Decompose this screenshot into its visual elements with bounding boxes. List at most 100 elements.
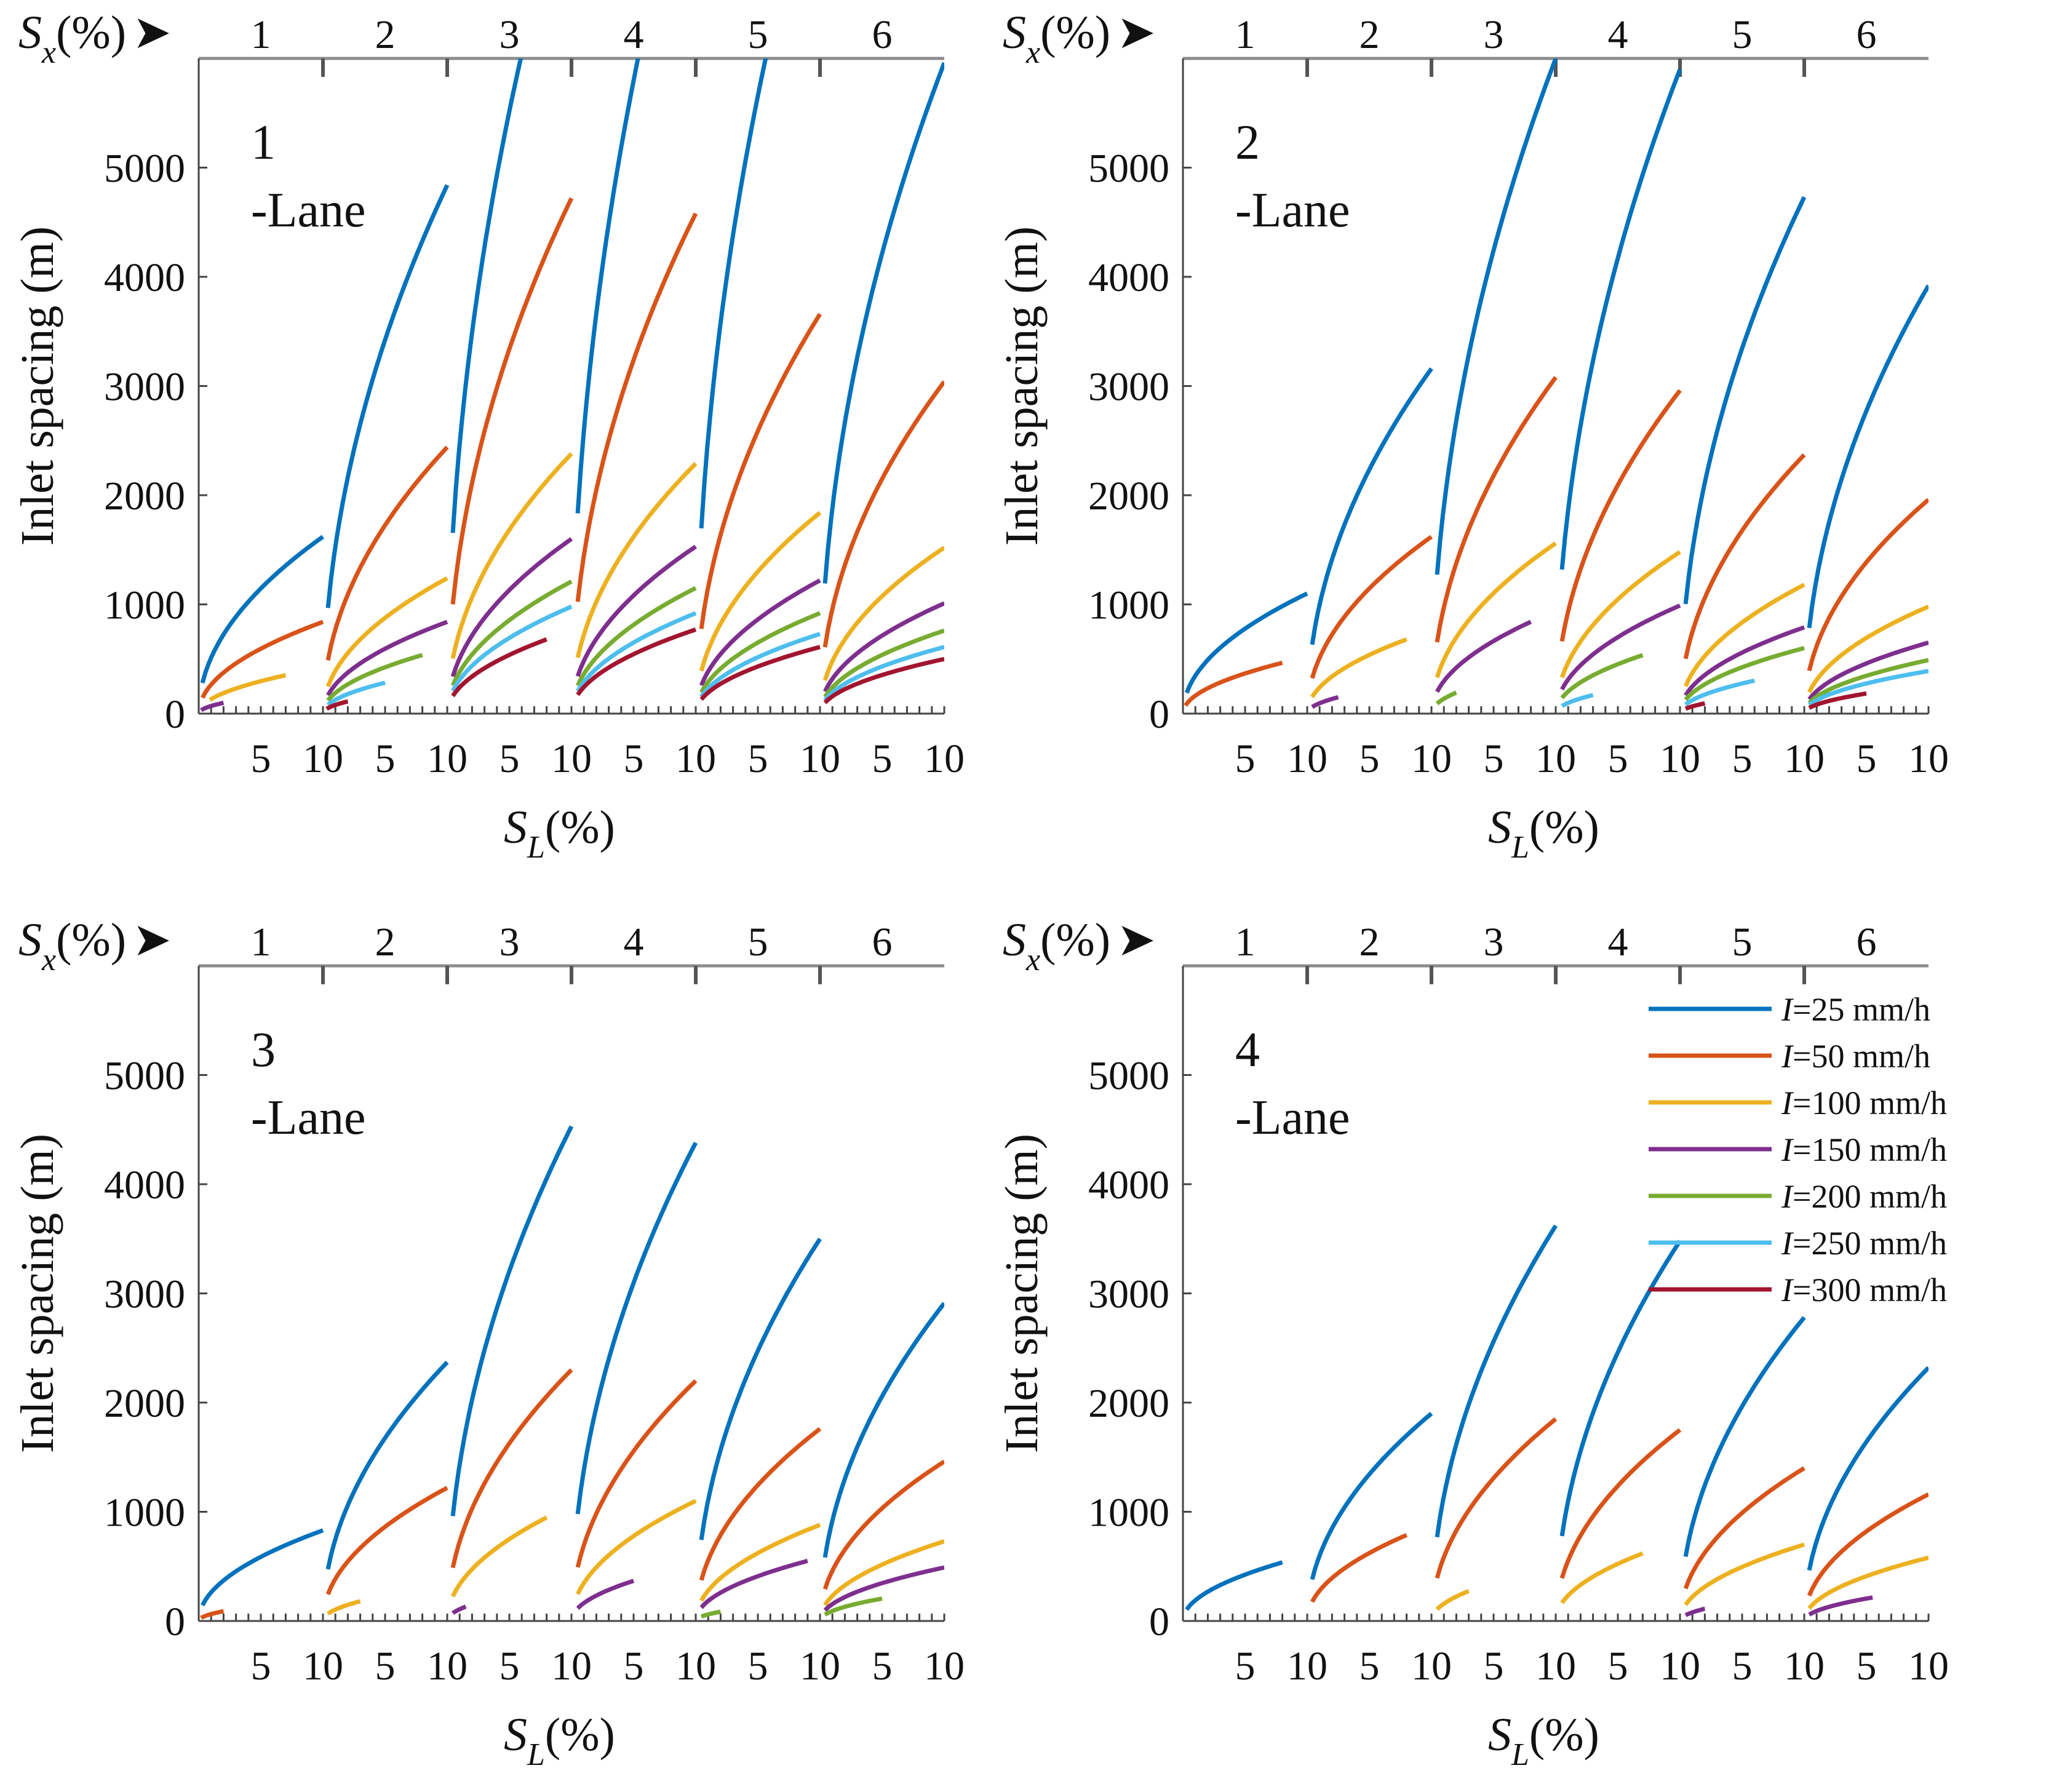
x-title-main: S — [504, 1709, 527, 1761]
series-line-25mmh-sx5 — [699, 58, 768, 529]
x-title-sub: L — [1511, 830, 1529, 865]
series-line-100mmh-sx5 — [699, 511, 822, 672]
sx-title-main: S — [1003, 7, 1026, 58]
sx-title-arrow: ➤ — [132, 914, 172, 966]
sx-segment-label: 5 — [1732, 920, 1753, 965]
y-tick-label: 0 — [1149, 1599, 1169, 1644]
legend-entry: I=250 mm/h — [1781, 1225, 1947, 1262]
sx-axis-title: Sx(%) ➤ — [18, 7, 172, 70]
legend-entry: I=100 mm/h — [1781, 1085, 1947, 1121]
x-tick-label: 5 — [748, 1644, 768, 1689]
series-line-200mmh-sx6 — [824, 1596, 883, 1617]
x-tick-label: 5 — [624, 736, 644, 781]
series-line-300mmh-sx6 — [1808, 691, 1868, 710]
x-tick-label: 10 — [1784, 1644, 1825, 1689]
series-line-100mmh-sx2 — [325, 576, 448, 688]
sx-segment-label: 2 — [1359, 12, 1380, 57]
series-line-50mmh-sx2 — [1310, 1533, 1408, 1603]
series-line-150mmh-sx4 — [576, 1579, 635, 1610]
series-line-200mmh-sx6 — [823, 628, 944, 698]
legend-prefix: I — [1781, 1038, 1794, 1075]
series-line-150mmh-sx4 — [575, 544, 697, 677]
sx-segment-label: 1 — [1235, 920, 1256, 965]
sx-title-unit: (%) — [56, 7, 126, 58]
series-line-50mmh-sx6 — [822, 380, 944, 648]
series-line-100mmh-sx4 — [575, 462, 698, 658]
sx-title-unit: (%) — [1040, 7, 1110, 58]
sx-segment-label: 5 — [748, 920, 768, 965]
legend-text: =150 mm/h — [1793, 1131, 1947, 1168]
series-line-200mmh-sx3 — [1435, 690, 1459, 706]
x-tick-label: 5 — [375, 1644, 396, 1689]
legend-text: =300 mm/h — [1793, 1272, 1947, 1308]
x-tick-label: 10 — [551, 1644, 592, 1689]
series-line-25mmh-sx5 — [699, 1237, 822, 1540]
x-tick-label: 10 — [1535, 1644, 1576, 1689]
series-line-100mmh-sx5 — [699, 1523, 821, 1602]
y-tick-label: 1000 — [104, 583, 185, 628]
series-line-25mmh-sx6 — [822, 62, 944, 584]
series-line-200mmh-sx4 — [575, 586, 697, 687]
panel-label-number: 3 — [251, 1023, 276, 1077]
series-line-150mmh-sx3 — [451, 1604, 468, 1615]
series-line-200mmh-sx3 — [450, 579, 573, 687]
x-title-main: S — [1488, 1709, 1511, 1761]
sx-segment-label: 5 — [1732, 12, 1753, 57]
sx-title-sub: x — [1025, 942, 1040, 978]
series-line-150mmh-sx4 — [1560, 603, 1681, 691]
series-line-100mmh-sx4 — [1560, 1551, 1644, 1604]
series-line-100mmh-sx2 — [1310, 637, 1407, 698]
series-line-250mmh-sx2 — [326, 680, 386, 707]
x-title-sub: L — [527, 1737, 545, 1772]
sx-segment-label: 2 — [375, 920, 396, 965]
x-title-unit: (%) — [1529, 802, 1599, 853]
x-title-unit: (%) — [1529, 1709, 1599, 1761]
sx-title-arrow: ➤ — [1117, 7, 1156, 58]
y-tick-label: 5000 — [1088, 1054, 1169, 1099]
x-tick-label: 5 — [624, 1644, 644, 1689]
series-line-250mmh-sx5 — [1684, 678, 1755, 707]
series-group-4-lane — [1185, 1224, 1929, 1617]
series-line-100mmh-sx5 — [1684, 1542, 1805, 1606]
legend-entry: I=300 mm/h — [1781, 1272, 1947, 1308]
series-line-100mmh-sx3 — [1435, 541, 1557, 679]
x-tick-label: 10 — [1287, 1644, 1328, 1689]
legend-text: =25 mm/h — [1793, 991, 1930, 1028]
series-group-2-lane — [1184, 58, 1929, 711]
x-axis-title: SL(%) — [504, 802, 615, 865]
x-title-unit: (%) — [545, 1709, 615, 1761]
series-line-250mmh-sx6 — [1807, 669, 1929, 707]
series-line-50mmh-sx6 — [822, 1459, 944, 1590]
sx-title-main: S — [1003, 914, 1026, 966]
series-line-50mmh-sx4 — [575, 212, 698, 602]
sx-segment-label: 2 — [1359, 920, 1380, 965]
series-line-150mmh-sx5 — [699, 1558, 808, 1609]
series-line-250mmh-sx4 — [1560, 693, 1594, 708]
panel-label-lane: -Lane — [251, 1091, 366, 1145]
panel-label-lane: -Lane — [1235, 1091, 1350, 1145]
x-tick-label: 10 — [924, 1644, 965, 1689]
legend-entry: I=50 mm/h — [1781, 1038, 1930, 1075]
x-axis-title: SL(%) — [1488, 802, 1599, 865]
y-tick-label: 2000 — [104, 1381, 185, 1426]
y-axis-title: Inlet spacing (m) — [12, 226, 63, 546]
series-line-25mmh-sx5 — [1683, 196, 1807, 605]
y-tick-label: 0 — [1149, 692, 1169, 737]
series-line-50mmh-sx1 — [199, 1609, 225, 1620]
series-line-25mmh-sx1 — [200, 535, 325, 684]
x-axis-title: SL(%) — [504, 1709, 615, 1772]
series-line-300mmh-sx6 — [823, 656, 944, 704]
series-line-300mmh-sx4 — [576, 627, 697, 696]
series-line-150mmh-sx3 — [1435, 619, 1532, 693]
legend-prefix: I — [1781, 1272, 1794, 1308]
series-line-25mmh-sx3 — [450, 1125, 574, 1516]
y-axis-title: Inlet spacing (m) — [12, 1134, 63, 1453]
series-line-50mmh-sx2 — [325, 445, 449, 661]
series-line-50mmh-sx6 — [1807, 498, 1929, 672]
x-tick-label: 10 — [675, 736, 716, 781]
series-line-50mmh-sx4 — [1559, 1428, 1682, 1579]
x-tick-label: 5 — [1608, 1644, 1628, 1689]
x-tick-label: 5 — [1235, 1644, 1256, 1689]
